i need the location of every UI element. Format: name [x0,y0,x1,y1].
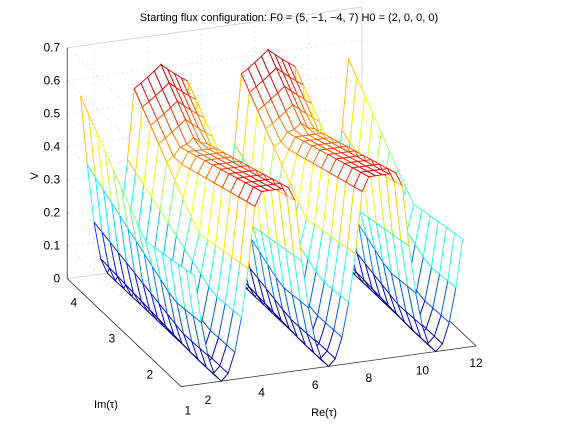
z-tick-label: 0.1 [44,239,61,253]
z-tick-label: 0.2 [44,206,61,220]
z-tick-label: 0.3 [44,173,61,187]
y-tick-label: 1 [185,404,192,418]
surface-cell [447,232,464,289]
x-tick-label: 6 [312,378,319,392]
x-tick-label: 4 [258,386,265,400]
x-axis-label: Re(τ) [311,407,337,419]
x-tick-label: 10 [416,363,430,377]
x-tick-label: 12 [469,356,483,370]
z-tick-label: 0 [54,272,61,286]
z-tick-label: 0.5 [44,107,61,121]
z-tick-label: 0.7 [44,41,61,55]
z-tick-label: 0.4 [44,140,61,154]
chart-title: Starting flux configuration: F0 = (5, −1… [140,12,438,24]
x-tick-label: 2 [205,393,212,407]
y-axis-label: Im(τ) [94,399,118,411]
x-tick-label: 8 [365,371,372,385]
surface-mesh [80,48,464,382]
z-tick-label: 0.6 [44,74,61,88]
grid-line-z-side [66,245,182,354]
grid-line-z [67,39,363,81]
y-tick-label: 3 [109,332,116,346]
z-axis-label: V [29,172,41,180]
y-tick-label: 2 [147,368,154,382]
y-tick-label: 4 [71,296,78,310]
grid-line-z [67,72,363,114]
